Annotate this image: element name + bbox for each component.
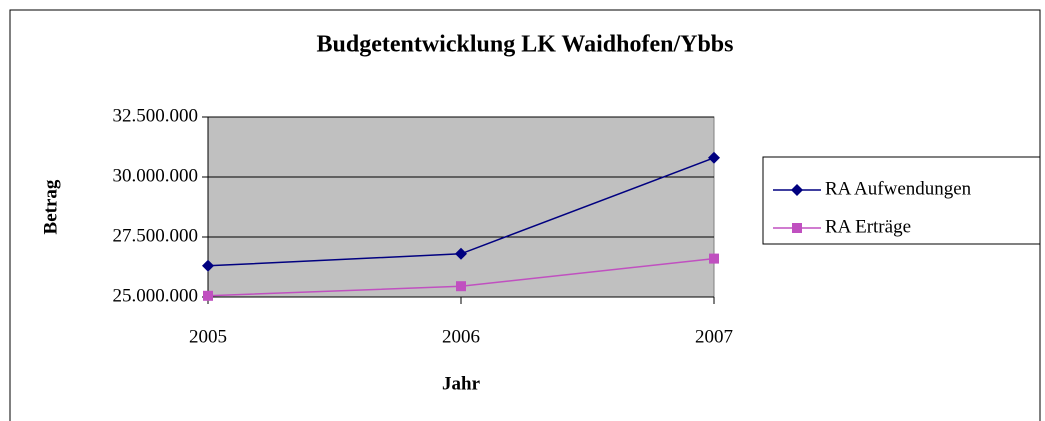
x-tick-label: 2006 bbox=[442, 326, 480, 347]
point bbox=[202, 259, 214, 272]
y-axis-label: Betrag bbox=[40, 179, 61, 234]
plot-area bbox=[207, 116, 715, 298]
point bbox=[792, 223, 802, 233]
point bbox=[708, 151, 720, 164]
x-axis-label: Jahr bbox=[442, 373, 481, 394]
point bbox=[709, 253, 719, 264]
legend-label: RA Erträge bbox=[825, 216, 911, 237]
legend-box bbox=[762, 156, 1041, 245]
x-tick-label: 2005 bbox=[189, 326, 227, 347]
y-tick-label: 32.500.000 bbox=[113, 105, 199, 126]
point bbox=[203, 290, 213, 301]
legend-label: RA Aufwendungen bbox=[825, 178, 972, 199]
chart-title: Budgetentwicklung LK Waidhofen/Ybbs bbox=[316, 32, 733, 58]
point bbox=[791, 184, 803, 196]
point bbox=[456, 281, 466, 292]
y-tick-label: 30.000.000 bbox=[113, 165, 199, 186]
y-tick-label: 27.500.000 bbox=[113, 225, 199, 246]
point bbox=[455, 247, 467, 260]
y-tick-label: 25.000.000 bbox=[113, 285, 199, 306]
x-tick-label: 2007 bbox=[695, 326, 733, 347]
